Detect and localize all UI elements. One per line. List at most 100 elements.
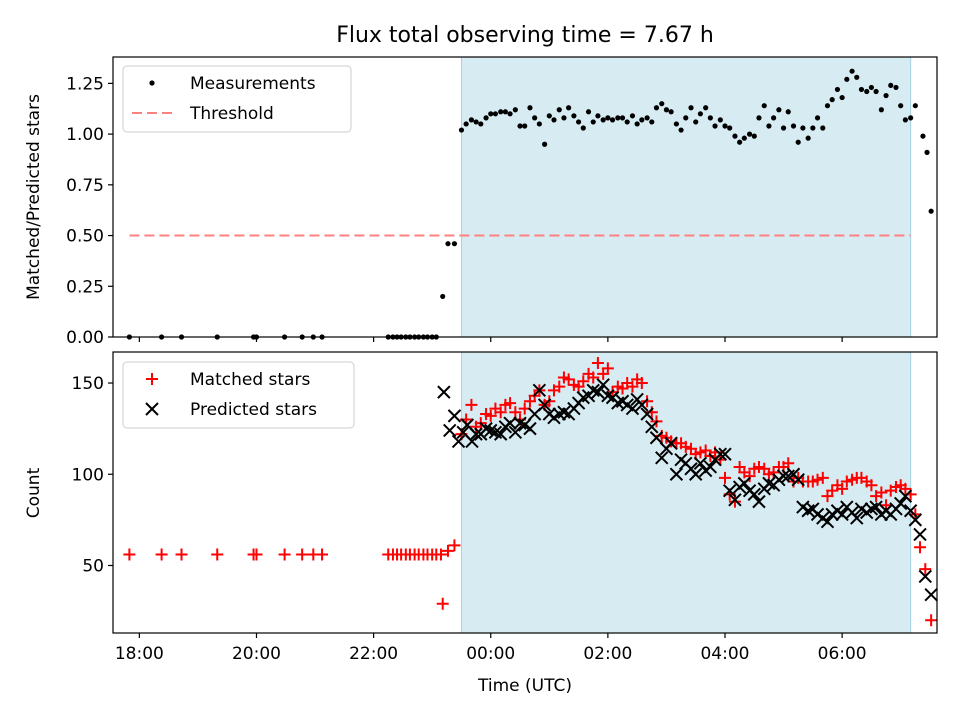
measurement-point xyxy=(609,117,616,123)
legend-label-predicted: Predicted stars xyxy=(190,400,317,420)
measurement-point xyxy=(858,86,865,93)
predicted-star-point xyxy=(484,423,498,438)
y-tick-label: 100 xyxy=(72,465,104,485)
measurement-point xyxy=(590,119,596,125)
predicted-star-point xyxy=(664,436,678,450)
measurement-point xyxy=(585,109,592,115)
matched-star-point xyxy=(484,409,497,422)
matched-star-point xyxy=(641,395,654,408)
matched-star-point xyxy=(250,548,263,561)
measurement-point xyxy=(785,109,791,115)
measurement-point xyxy=(795,139,801,145)
y-tick-label: 0.00 xyxy=(66,328,104,348)
matched-star-point xyxy=(591,356,604,369)
legend-box-bottom xyxy=(122,361,355,429)
measurement-point xyxy=(580,125,586,131)
predicted-star-point xyxy=(451,434,466,449)
matched-star-point xyxy=(914,541,927,554)
measurement-point xyxy=(492,111,499,117)
matched-star-point xyxy=(811,473,824,486)
matched-star-point xyxy=(211,548,224,561)
x-tick-label: 18:00 xyxy=(115,644,164,664)
measurement-point xyxy=(483,115,489,121)
measurement-point xyxy=(653,105,660,111)
matched-star-point xyxy=(728,495,741,508)
measurement-point xyxy=(854,74,860,80)
matched-star-point xyxy=(175,548,188,561)
measurement-point xyxy=(893,84,899,91)
measurement-point xyxy=(571,113,577,119)
predicted-star-point xyxy=(443,423,457,438)
predicted-stars-points xyxy=(437,378,938,602)
measurement-point xyxy=(659,101,665,107)
legend-marker-measurements xyxy=(149,80,155,86)
measurement-point xyxy=(722,123,728,129)
measurement-point xyxy=(810,125,816,131)
matched-star-point xyxy=(925,614,938,627)
measurement-point xyxy=(727,125,733,131)
measurement-point xyxy=(440,293,446,300)
predicted-star-point xyxy=(791,473,805,487)
x-tick-label: 04:00 xyxy=(700,644,749,664)
matched-star-point xyxy=(679,440,692,453)
measurement-point xyxy=(868,84,875,91)
predicted-star-point xyxy=(508,425,523,439)
matched-star-point xyxy=(587,371,600,384)
measurement-point xyxy=(458,127,465,133)
predicted-star-point xyxy=(557,405,571,419)
matched-star-point xyxy=(278,548,291,561)
legend-label-matched: Matched stars xyxy=(190,370,310,390)
matched-star-point xyxy=(296,548,309,561)
measurement-point xyxy=(673,121,679,127)
y-tick-label: 50 xyxy=(82,556,104,576)
measurement-point xyxy=(844,76,850,82)
predicted-star-point xyxy=(850,511,864,525)
measurement-point xyxy=(478,121,484,127)
top-panel: 0.00 0.25 0.50 0.75 1.00 1.25 Matched/Predict… xyxy=(24,56,938,348)
predicted-star-point xyxy=(752,494,766,509)
measurement-point xyxy=(732,133,738,139)
measurement-point xyxy=(522,123,528,129)
predicted-star-point xyxy=(869,500,883,514)
predicted-star-point xyxy=(801,504,815,518)
predicted-star-point xyxy=(503,416,517,430)
measurement-point xyxy=(924,149,930,155)
matched-star-point xyxy=(577,375,590,388)
measurement-point xyxy=(766,123,772,129)
matched-star-point xyxy=(562,373,575,386)
matched-star-point xyxy=(743,470,756,483)
predicted-star-point xyxy=(762,476,776,491)
matched-star-point xyxy=(865,479,878,492)
y-tick-label: 0.75 xyxy=(66,176,104,196)
predicted-star-point xyxy=(645,420,659,434)
measurement-point xyxy=(707,115,713,121)
predicted-star-point xyxy=(669,467,684,481)
matched-star-point xyxy=(840,475,853,488)
measurement-point xyxy=(771,115,777,121)
matched-star-point xyxy=(553,380,566,393)
predicted-star-point xyxy=(465,434,479,449)
matched-star-point xyxy=(899,482,912,495)
predicted-star-point xyxy=(601,389,615,403)
predicted-star-point xyxy=(893,496,908,511)
y-axis-label-top: Matched/Predicted stars xyxy=(24,94,44,300)
legend-marker-matched xyxy=(146,373,158,385)
matched-star-point xyxy=(465,398,478,411)
predicted-star-point xyxy=(649,431,664,445)
measurement-point xyxy=(746,131,753,137)
predicted-star-point xyxy=(924,587,938,602)
predicted-star-point xyxy=(625,401,640,416)
measurement-point xyxy=(920,133,926,139)
matched-star-point xyxy=(123,548,136,561)
matched-star-point xyxy=(434,548,447,561)
legend-box-top xyxy=(122,65,352,133)
measurement-point xyxy=(605,115,611,121)
y-axis-ticks-bottom: 50 100 150 xyxy=(72,374,113,576)
measurement-point xyxy=(649,119,655,125)
x-tick-label: 06:00 xyxy=(818,644,867,664)
matched-star-point xyxy=(601,362,614,375)
measurement-point xyxy=(697,111,704,117)
measurement-point xyxy=(712,123,718,129)
predicted-star-point xyxy=(532,383,547,398)
measurement-point xyxy=(780,125,787,131)
